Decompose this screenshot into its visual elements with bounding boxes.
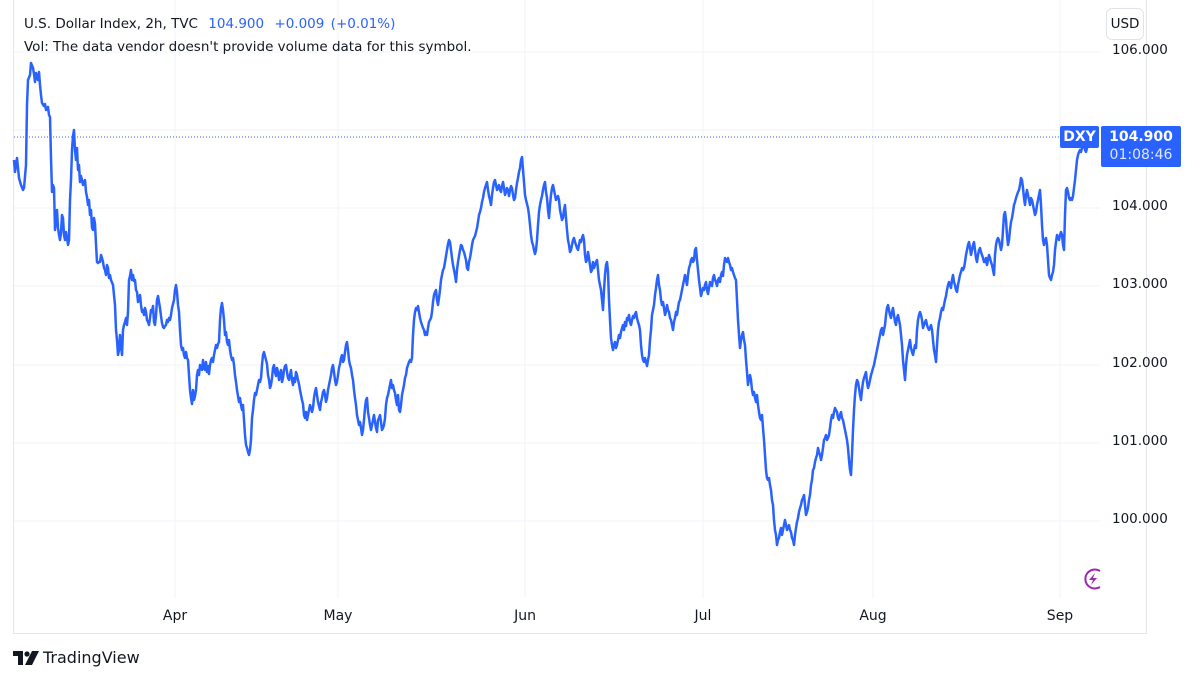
symbol-title: U.S. Dollar Index, 2h, TVC: [24, 16, 198, 32]
time-tick-jul: Jul: [694, 608, 712, 624]
last-price-value: 104.900: [208, 16, 265, 32]
currency-button[interactable]: USD: [1106, 8, 1144, 40]
time-tick-aug: Aug: [859, 608, 887, 624]
price-line: [12, 61, 1091, 547]
time-tick-may: May: [323, 608, 353, 624]
brand-name: TradingView: [43, 648, 140, 667]
time-tick-apr: Apr: [162, 608, 188, 624]
lightning-bolt-icon[interactable]: [1080, 566, 1106, 592]
price-tick-102: 102.000: [1112, 355, 1168, 371]
price-tick-100: 100.000: [1112, 511, 1168, 527]
grid-lines: [14, 0, 1100, 598]
volume-note: Vol: The data vendor doesn't provide vol…: [24, 39, 472, 55]
last-price-label: 104.900 01:08:46: [1101, 126, 1181, 167]
tradingview-logo[interactable]: TradingView: [13, 648, 140, 667]
chart-legend: U.S. Dollar Index, 2h, TVC 104.900 +0.00…: [24, 13, 472, 58]
price-tick-103: 103.000: [1112, 276, 1168, 292]
bar-countdown: 01:08:46: [1109, 147, 1173, 163]
price-change-pct: (+0.01%): [330, 16, 396, 32]
last-price-label-value: 104.900: [1109, 129, 1173, 145]
price-tick-106: 106.000: [1112, 42, 1168, 58]
legend-symbol-row[interactable]: U.S. Dollar Index, 2h, TVC 104.900 +0.00…: [24, 13, 472, 35]
time-tick-sep: Sep: [1046, 608, 1074, 624]
price-change: +0.009: [274, 16, 325, 32]
ticker-label: DXY: [1060, 126, 1099, 148]
price-tick-104: 104.000: [1112, 198, 1168, 214]
tradingview-logo-icon: [13, 650, 39, 665]
price-tick-101: 101.000: [1112, 433, 1168, 449]
time-tick-jun: Jun: [514, 608, 536, 624]
chart-frame: [13, 0, 1147, 634]
